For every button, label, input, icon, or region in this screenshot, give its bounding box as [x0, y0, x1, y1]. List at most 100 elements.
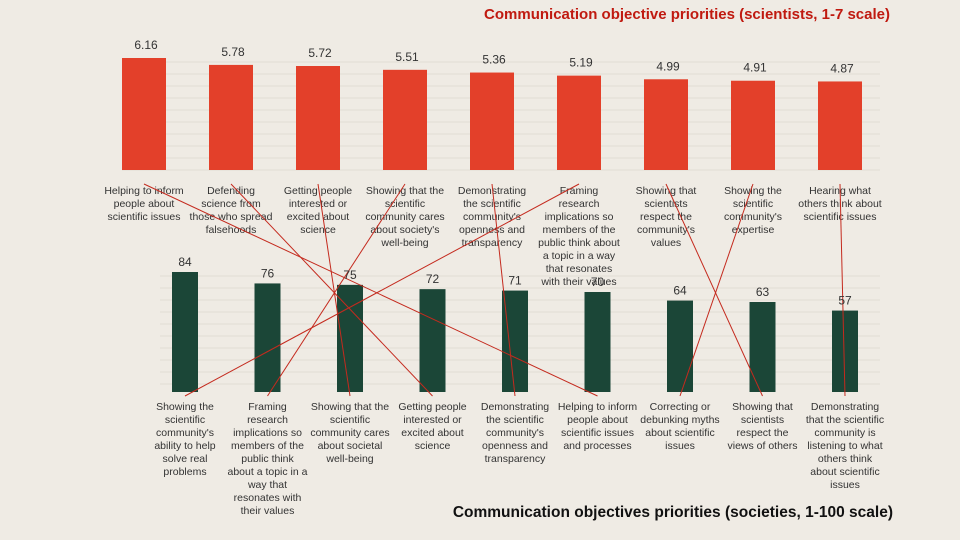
bottom-value-label: 63: [756, 285, 770, 299]
bottom-category-label: ability to help: [154, 440, 215, 452]
top-category-label: respect the: [640, 211, 692, 223]
top-category-label: community cares: [365, 211, 444, 223]
bottom-category-label: community cares: [310, 427, 389, 439]
top-category-label: science from: [201, 198, 261, 210]
bottom-category-label: debunking myths: [640, 414, 719, 426]
bottom-bar: [254, 283, 281, 392]
bottom-bar: [667, 300, 693, 392]
bottom-category-label: interested or: [403, 414, 462, 426]
bottom-category-label: scientific: [165, 414, 205, 426]
bottom-category-label: their values: [241, 505, 295, 517]
bottom-bar: [172, 272, 198, 392]
bottom-category-label: issues: [830, 479, 860, 491]
top-bar: [557, 75, 601, 170]
top-category-label: scientific issues: [804, 211, 877, 223]
bottom-category-label: problems: [163, 466, 206, 478]
top-category-label: community's: [463, 211, 521, 223]
top-category-label: about society's: [370, 224, 439, 236]
top-category-label: excited about: [287, 211, 350, 223]
bottom-category-labels: Showing thescientificcommunity'sability …: [154, 401, 884, 517]
top-category-label: falsehoods: [206, 224, 257, 236]
bottom-value-label: 57: [838, 294, 852, 308]
top-category-label: values: [651, 237, 681, 249]
bottom-category-label: solve real: [163, 453, 208, 465]
top-bars: [122, 58, 862, 170]
bottom-category-label: that the scientific: [806, 414, 884, 426]
bottom-category-label: research: [247, 414, 288, 426]
top-category-label: scientific: [733, 198, 773, 210]
top-category-label: scientific: [385, 198, 425, 210]
bottom-category-label: Showing that the: [311, 401, 389, 413]
top-category-label: Helping to inform: [104, 185, 184, 197]
bottom-value-label: 72: [426, 272, 440, 286]
connector-line: [679, 183, 754, 397]
bottom-category-label: about scientific: [810, 466, 879, 478]
top-category-label: Showing that: [636, 185, 697, 197]
top-bar: [296, 66, 340, 170]
top-category-label: scientists: [644, 198, 687, 210]
top-value-label: 4.91: [743, 61, 767, 75]
bottom-category-label: Framing: [248, 401, 287, 413]
bottom-category-label: scientific issues: [561, 427, 634, 439]
top-category-label: expertise: [732, 224, 775, 236]
bottom-bar: [419, 289, 446, 392]
top-category-label: members of the: [543, 224, 616, 236]
bottom-category-label: openness and: [482, 440, 548, 452]
bottom-value-label: 64: [673, 284, 687, 298]
connector-line: [665, 183, 763, 397]
bottom-category-label: Helping to inform: [558, 401, 638, 413]
top-chart-title: Communication objective priorities (scie…: [484, 6, 890, 23]
top-category-label: science: [300, 224, 336, 236]
top-value-label: 5.51: [395, 50, 419, 64]
top-category-label: Framing: [560, 185, 599, 197]
top-value-label: 4.99: [656, 59, 680, 73]
top-category-label: public think about: [538, 237, 620, 249]
top-value-labels: 6.16 5.78 5.72 5.51 5.36 5.19 4.99 4.91 4.87: [134, 38, 854, 75]
bottom-value-label: 71: [508, 274, 522, 288]
top-category-label: community's: [724, 211, 782, 223]
bottom-bar: [584, 292, 611, 392]
bottom-category-label: Showing that: [732, 401, 793, 413]
top-category-label: scientific issues: [108, 211, 181, 223]
bottom-category-label: respect the: [737, 427, 789, 439]
top-value-label: 5.36: [482, 53, 506, 67]
top-category-label: openness and: [459, 224, 525, 236]
bottom-category-label: the scientific: [486, 414, 544, 426]
bottom-category-label: resonates with: [234, 492, 302, 504]
top-bar: [731, 80, 775, 170]
top-category-label: Demonstrating: [458, 185, 526, 197]
connector-line: [143, 183, 598, 397]
bottom-category-label: about scientific: [645, 427, 714, 439]
bottom-category-label: community's: [156, 427, 214, 439]
top-value-label: 5.78: [221, 45, 245, 59]
top-value-label: 4.87: [830, 61, 854, 75]
top-category-label: the scientific: [463, 198, 521, 210]
top-bar: [818, 81, 862, 170]
bottom-category-label: transparency: [485, 453, 546, 465]
top-category-label: those who spread: [190, 211, 273, 223]
bottom-category-label: well-being: [325, 453, 373, 465]
top-category-label: a topic in a way: [543, 250, 616, 262]
connector-lines: [143, 183, 846, 397]
top-category-label: research: [559, 198, 600, 210]
connector-line: [317, 183, 351, 397]
bottom-bar: [749, 302, 776, 392]
bottom-category-label: scientists: [741, 414, 784, 426]
top-category-label: transparency: [462, 237, 523, 249]
connector-line: [267, 183, 406, 397]
top-category-label: Showing that the: [366, 185, 444, 197]
bottom-category-label: excited about: [401, 427, 464, 439]
bottom-category-label: Showing the: [156, 401, 214, 413]
bottom-category-label: community is: [814, 427, 875, 439]
top-category-label: with their values: [540, 276, 616, 288]
bottom-category-label: scientific: [330, 414, 370, 426]
top-value-label: 5.72: [308, 46, 332, 60]
top-category-label: that resonates: [546, 263, 613, 275]
top-value-label: 6.16: [134, 38, 158, 52]
top-category-label: people about: [114, 198, 175, 210]
bottom-value-label: 76: [261, 266, 275, 280]
connector-line: [839, 183, 846, 397]
bottom-bars: [172, 272, 858, 392]
